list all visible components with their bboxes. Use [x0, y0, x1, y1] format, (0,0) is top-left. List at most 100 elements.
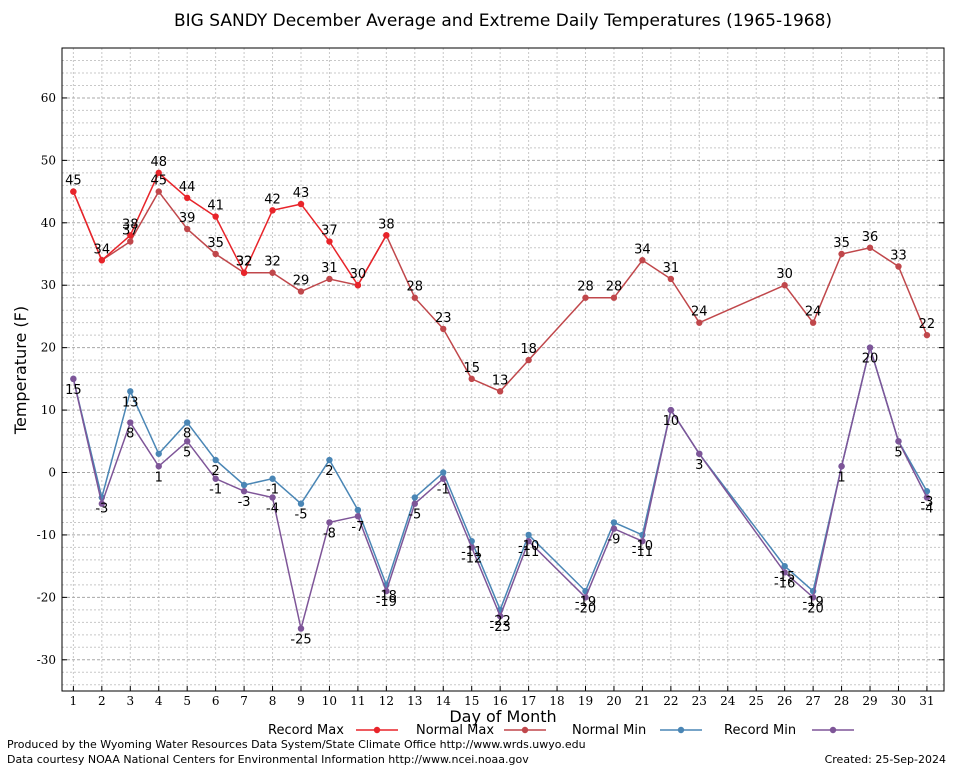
max-data-label: 39	[179, 211, 196, 226]
normal-max-point	[411, 294, 418, 301]
max-data-label: 30	[350, 267, 367, 282]
normal-min-point	[781, 562, 788, 570]
min-data-label: -22	[490, 614, 511, 629]
record-max-point	[98, 257, 106, 264]
normal-min-point	[326, 456, 333, 464]
max-data-label: 36	[862, 230, 879, 245]
legend-label: Record Min	[724, 723, 796, 738]
x-tick-label: 3	[126, 694, 134, 708]
max-data-label: 28	[407, 280, 424, 295]
record-min-point	[98, 500, 106, 507]
chart-title: BIG SANDY December Average and Extreme D…	[174, 11, 832, 31]
min-data-label: -11	[632, 545, 653, 560]
normal-max-point	[696, 319, 703, 326]
max-data-label: 44	[179, 180, 196, 195]
max-data-label: 18	[520, 342, 537, 357]
record-min-point	[468, 544, 475, 551]
max-data-label: 34	[634, 242, 651, 257]
x-tick-label: 8	[269, 694, 277, 708]
normal-max-point	[582, 294, 589, 301]
min-data-label: 5	[894, 445, 902, 460]
max-data-label: 32	[236, 255, 253, 270]
record-min-point	[667, 406, 675, 414]
max-data-label: 32	[264, 255, 281, 270]
min-data-label: -1	[437, 483, 450, 498]
normal-max-line	[72, 190, 928, 393]
normal-min-point	[183, 419, 191, 426]
y-tick-label: 20	[41, 341, 56, 355]
min-data-label: -19	[575, 595, 596, 610]
normal-min-point	[297, 500, 305, 507]
normal-max-point	[155, 188, 162, 195]
record-min-point	[70, 375, 77, 383]
max-data-label: 38	[378, 217, 395, 232]
x-tick-label: 7	[240, 694, 248, 708]
x-tick-label: 12	[379, 694, 394, 708]
normal-min-point	[269, 475, 276, 482]
normal-max-point	[183, 225, 191, 233]
record-max-point	[383, 232, 390, 239]
x-tick-label: 23	[692, 694, 707, 708]
max-data-label: 43	[293, 186, 310, 201]
max-data-label: 35	[207, 236, 224, 251]
legend-swatch-marker	[829, 726, 837, 734]
x-tick-label: 26	[777, 694, 792, 708]
normal-min-point	[240, 481, 248, 489]
record-min-point	[326, 519, 333, 526]
min-data-label: -10	[632, 539, 653, 554]
footer-produced-by: Produced by the Wyoming Water Resources …	[7, 738, 586, 751]
max-data-label: 31	[663, 261, 680, 276]
normal-max-point	[866, 244, 874, 251]
x-tick-label: 19	[578, 694, 593, 708]
x-tick-label: 4	[155, 694, 163, 708]
max-data-label: 15	[463, 361, 480, 376]
record-max-point	[212, 213, 219, 220]
x-tick-label: 28	[834, 694, 849, 708]
normal-min-point	[127, 388, 134, 395]
normal-min-point	[212, 456, 219, 464]
legend-swatch-marker	[521, 726, 529, 734]
record-max-point	[326, 238, 333, 245]
record-min-point	[183, 438, 191, 445]
normal-max-point	[639, 257, 646, 264]
x-tick-label: 10	[322, 694, 337, 708]
axis-ticks: 1 2 3 4 5 6 7 8 9 10 11 12 13 14 15 16 17 18 19 20 21 22 23 24 2…	[37, 91, 944, 708]
min-data-label: 8	[126, 427, 134, 442]
x-tick-label: 27	[805, 694, 820, 708]
min-data-label: 13	[122, 395, 139, 410]
x-tick-label: 29	[862, 694, 877, 708]
max-data-label: 22	[919, 317, 936, 332]
max-data-label: 13	[492, 373, 509, 388]
record-max-point	[183, 194, 191, 202]
max-data-label: 35	[833, 236, 850, 251]
min-data-label: 15	[65, 383, 82, 398]
min-data-label: -25	[290, 633, 311, 648]
max-data-label: 37	[122, 224, 139, 239]
min-data-label: -8	[323, 526, 336, 541]
record-min-point	[781, 569, 788, 576]
min-data-label: -5	[408, 508, 421, 523]
record-min-point	[496, 612, 504, 620]
max-data-label: 23	[435, 311, 452, 326]
y-tick-label: 60	[41, 91, 56, 105]
max-data-label: 24	[805, 305, 822, 320]
x-tick-label: 15	[464, 694, 479, 708]
x-tick-label: 22	[663, 694, 678, 708]
footer-created-date: Created: 25-Sep-2024	[824, 753, 946, 766]
y-axis-label: Temperature (F)	[11, 306, 30, 435]
max-data-label: 37	[321, 224, 338, 239]
normal-min-point	[155, 450, 162, 457]
min-data-label: -23	[490, 620, 511, 635]
min-data-label: -4	[266, 501, 279, 516]
min-data-label: -19	[376, 595, 397, 610]
min-data-label: -12	[461, 551, 482, 566]
record-min-point	[269, 494, 276, 501]
legend: Record Max Normal Max Normal Min Record Min	[268, 723, 854, 738]
record-max-point	[127, 232, 134, 239]
legend-label: Normal Min	[572, 723, 646, 738]
record-min-point	[582, 594, 589, 601]
normal-max-point	[923, 331, 931, 339]
normal-max-point	[610, 294, 618, 301]
max-data-label: 48	[150, 155, 167, 170]
